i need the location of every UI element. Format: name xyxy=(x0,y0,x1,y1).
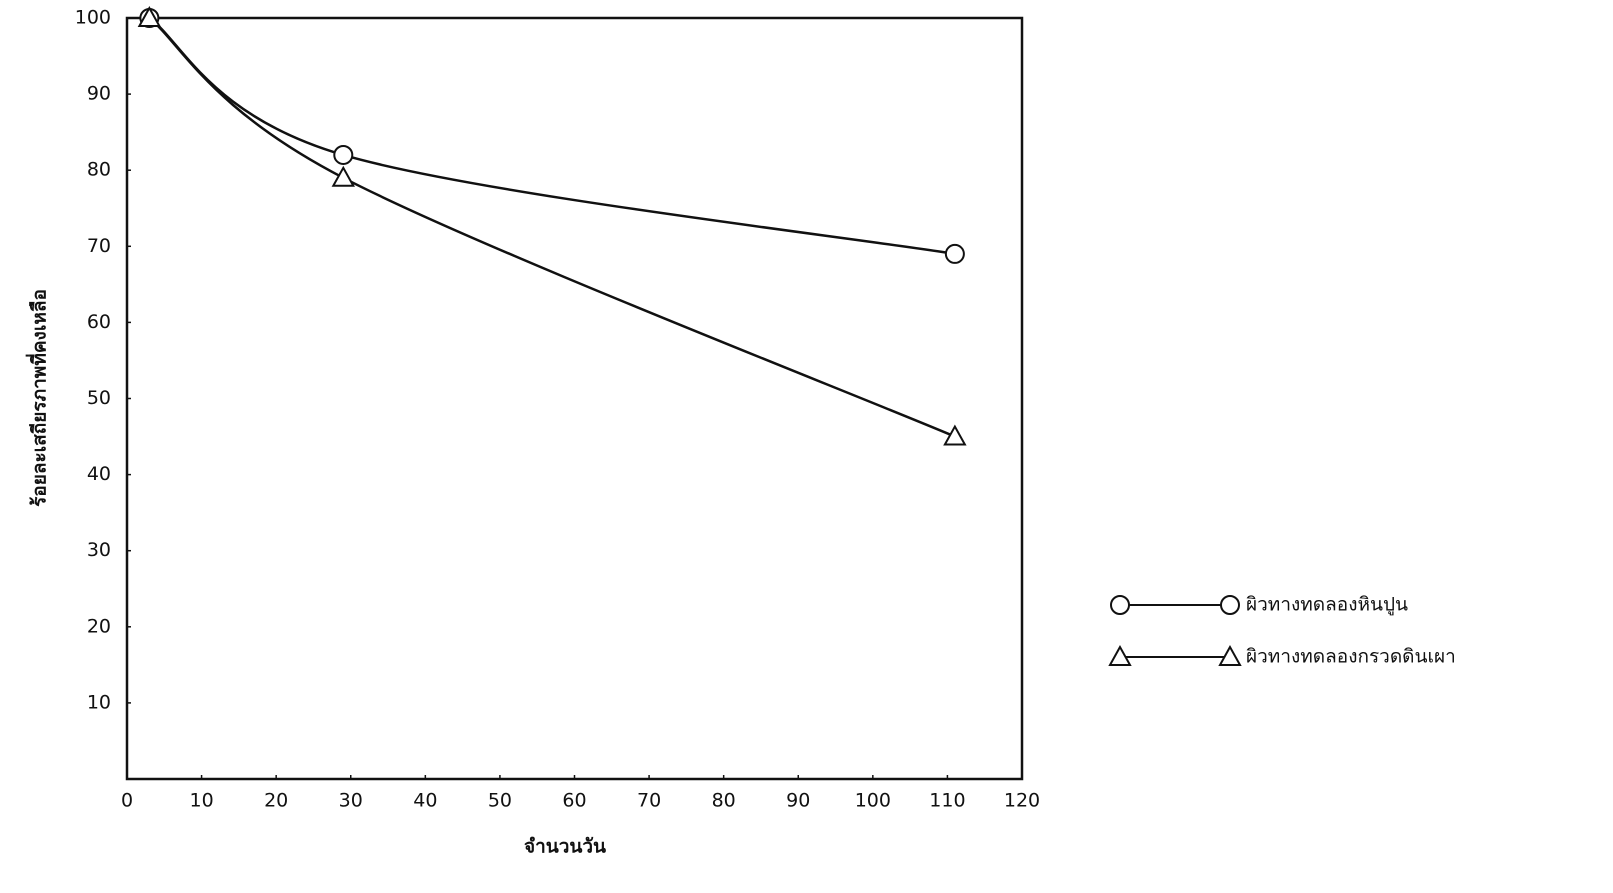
y-tick-label: 100 xyxy=(75,7,111,29)
x-tick-label: 0 xyxy=(121,790,133,812)
legend-marker xyxy=(1110,595,1130,615)
y-axis-label: ร้อยละเสถียรภาพที่คงเหลือ xyxy=(26,289,51,507)
x-tick-label: 10 xyxy=(189,790,213,812)
triangle-marker xyxy=(943,424,967,446)
x-tick-label: 40 xyxy=(413,790,437,812)
y-tick-label: 80 xyxy=(87,159,111,181)
series-line xyxy=(148,17,956,438)
y-tick-label: 90 xyxy=(87,83,111,105)
x-tick-label: 100 xyxy=(855,790,891,812)
y-tick-label: 10 xyxy=(87,691,111,713)
x-tick-label: 120 xyxy=(1004,790,1040,812)
x-tick-label: 60 xyxy=(562,790,586,812)
series-line xyxy=(148,16,956,256)
triangle-marker xyxy=(331,165,355,187)
legend-label: ผิวทางทดลองกรวดดินเผา xyxy=(1246,646,1456,668)
y-tick-label: 30 xyxy=(87,539,111,561)
circle-marker xyxy=(944,243,965,264)
x-tick-label: 110 xyxy=(929,790,965,812)
circle-marker xyxy=(333,144,354,165)
legend-label: ผิวทางทดลองหินปูน xyxy=(1246,594,1408,616)
y-tick-label: 40 xyxy=(87,463,111,485)
y-tick-label: 50 xyxy=(87,387,111,409)
x-tick-label: 30 xyxy=(339,790,363,812)
triangle-marker xyxy=(137,5,162,27)
legend-marker xyxy=(1108,644,1132,666)
y-tick-label: 60 xyxy=(87,311,111,333)
plot-frame xyxy=(125,16,1024,781)
y-tick-label: 70 xyxy=(87,235,111,257)
x-tick-label: 50 xyxy=(488,790,512,812)
x-axis-label: จำนวนวัน xyxy=(524,836,606,858)
legend-marker xyxy=(1218,644,1242,666)
x-tick-label: 90 xyxy=(786,790,810,812)
x-tick-label: 80 xyxy=(712,790,736,812)
legend-marker xyxy=(1220,595,1240,615)
x-tick-label: 70 xyxy=(637,790,661,812)
x-tick-label: 20 xyxy=(264,790,288,812)
y-tick-label: 20 xyxy=(87,615,111,637)
